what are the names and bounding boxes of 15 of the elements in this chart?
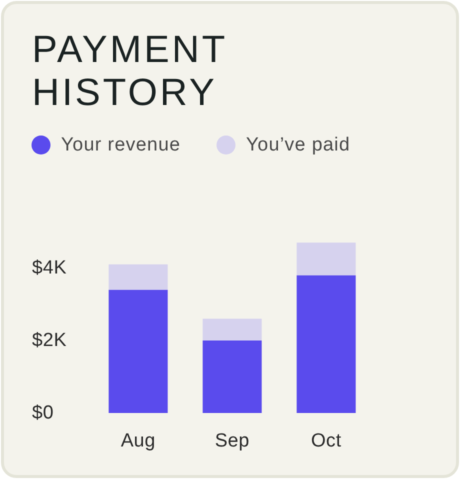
y-tick-label: $0: [32, 402, 54, 424]
chart-title: PAYMENT HISTORY: [32, 29, 228, 114]
x-tick-label: Aug: [120, 430, 156, 452]
legend-label: Your revenue: [61, 134, 181, 156]
bar: [296, 275, 356, 413]
x-tick-label: Oct: [310, 430, 342, 452]
y-tick-label: $4K: [32, 257, 67, 278]
y-tick-label: $2K: [32, 330, 67, 351]
bar: [108, 290, 168, 413]
bar: [296, 242, 356, 276]
bar: [202, 340, 262, 413]
x-tick-label: Sep: [214, 430, 250, 452]
bar: [108, 264, 168, 290]
bar: [202, 318, 262, 340]
legend-label: You’ve paid: [246, 134, 350, 156]
